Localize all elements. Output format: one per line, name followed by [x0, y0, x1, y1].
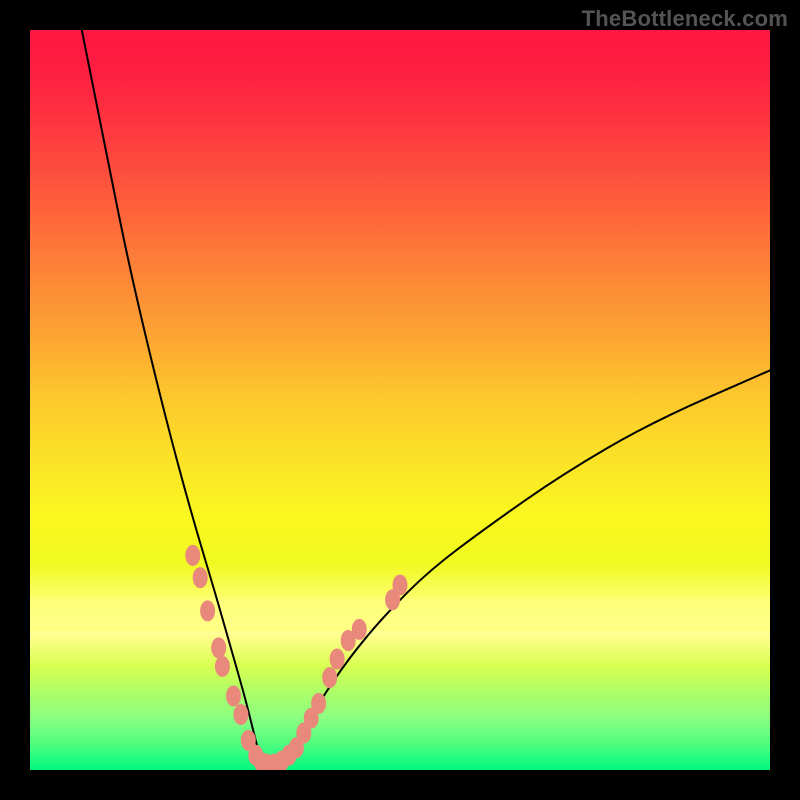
marker-point	[186, 545, 200, 565]
marker-point	[393, 575, 407, 595]
marker-point	[234, 705, 248, 725]
marker-point	[330, 649, 344, 669]
chart-frame: TheBottleneck.com	[0, 0, 800, 800]
marker-point	[193, 568, 207, 588]
watermark-text: TheBottleneck.com	[582, 6, 788, 32]
marker-point	[323, 668, 337, 688]
highlight-band	[30, 598, 770, 631]
marker-point	[352, 619, 366, 639]
marker-point	[312, 693, 326, 713]
plot-svg	[30, 30, 770, 770]
gradient-background	[30, 30, 770, 770]
marker-point	[201, 601, 215, 621]
marker-point	[215, 656, 229, 676]
marker-point	[227, 686, 241, 706]
plot-area	[30, 30, 770, 770]
marker-point	[212, 638, 226, 658]
